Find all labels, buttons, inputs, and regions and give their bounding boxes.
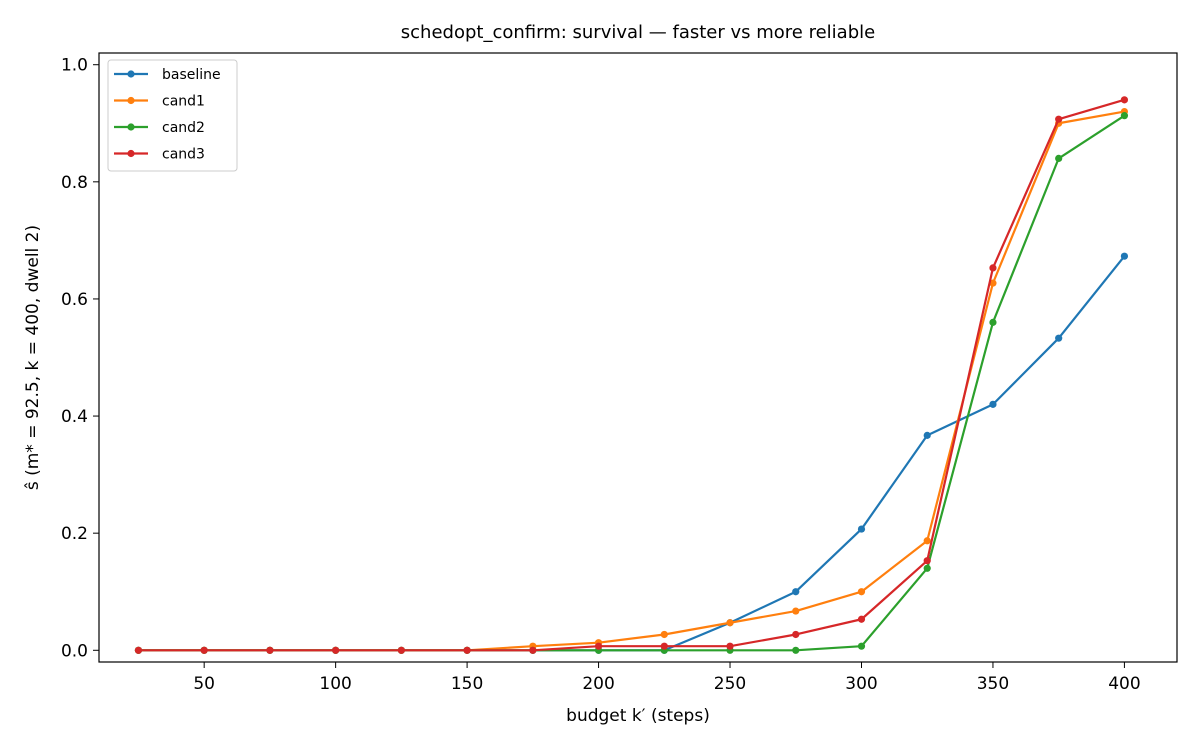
data-point-cand1 (792, 607, 800, 615)
series-line-cand2 (138, 114, 1126, 652)
x-axis-title: budget k′ (steps) (566, 706, 710, 726)
y-axis: 0.0 0.2 0.4 0.6 0.8 1.0 (61, 56, 99, 661)
x-tick-label: 150 (451, 674, 483, 694)
data-point-baseline (1120, 252, 1129, 260)
data-point-baseline (857, 525, 866, 533)
legend-swatch-marker (127, 123, 135, 131)
legend-swatch-marker (127, 70, 135, 78)
chart-title: schedopt_confirm: survival — faster vs m… (401, 22, 875, 43)
y-tick-label: 0.6 (61, 290, 88, 310)
data-point-cand3 (1055, 115, 1063, 123)
data-point-cand3 (726, 642, 734, 650)
x-axis: 50 100 150 200 250 300 350 400 (193, 662, 1141, 694)
data-point-cand3 (266, 646, 274, 654)
data-point-cand2 (1120, 112, 1129, 120)
data-point-cand1 (923, 537, 931, 545)
data-point-cand3 (857, 615, 866, 623)
x-tick-label: 400 (1108, 674, 1140, 694)
data-point-cand3 (923, 557, 931, 565)
data-point-cand3 (792, 630, 800, 639)
legend-label: cand2 (162, 120, 205, 136)
plot-frame (98, 52, 1178, 663)
y-tick-label: 0.4 (61, 407, 88, 427)
legend-swatch-marker (127, 96, 135, 105)
data-point-cand3 (200, 646, 208, 654)
data-point-cand3 (1120, 96, 1129, 104)
y-tick-label: 1.0 (61, 56, 88, 76)
data-point-cand3 (134, 646, 143, 654)
y-tick-label: 0.8 (61, 173, 88, 193)
data-point-cand3 (529, 646, 537, 654)
series-line-baseline (138, 255, 1126, 652)
data-point-cand3 (660, 642, 668, 650)
legend-label: cand1 (162, 94, 205, 110)
data-point-cand2 (989, 318, 997, 326)
data-point-baseline (923, 431, 931, 439)
legend-swatch-marker (127, 149, 135, 158)
y-tick-label: 0.2 (61, 524, 88, 544)
data-point-baseline (1055, 334, 1063, 342)
series-line-cand3 (138, 98, 1125, 652)
data-point-cand2 (923, 564, 931, 572)
data-point-cand1 (726, 619, 734, 627)
data-point-cand2 (1055, 154, 1063, 163)
y-tick-label: 0.0 (61, 641, 88, 661)
legend-box (107, 59, 238, 172)
x-tick-label: 350 (977, 674, 1009, 694)
x-tick-label: 50 (193, 674, 215, 694)
x-tick-label: 100 (319, 674, 351, 694)
legend-label: baseline (162, 67, 221, 83)
data-point-baseline (989, 400, 997, 408)
legend: baseline cand1 cand2 cand3 (107, 59, 238, 172)
x-tick-label: 300 (845, 674, 877, 694)
y-axis-title: ŝ (m* = 92.5, k = 400, dwell 2) (23, 225, 43, 490)
data-point-baseline (792, 588, 800, 596)
data-point-cand3 (332, 646, 340, 654)
data-point-cand1 (660, 630, 668, 639)
data-point-cand1 (989, 279, 997, 287)
data-point-cand3 (463, 646, 471, 654)
data-point-cand1 (857, 588, 866, 596)
data-point-cand2 (857, 642, 866, 650)
plot-marks (134, 96, 1129, 654)
x-tick-label: 250 (714, 674, 746, 694)
data-point-cand2 (792, 646, 800, 654)
legend-label: cand3 (162, 147, 205, 163)
x-tick-label: 200 (582, 674, 614, 694)
data-point-cand3 (397, 646, 405, 654)
data-point-cand3 (989, 264, 997, 272)
data-point-cand3 (594, 642, 603, 650)
